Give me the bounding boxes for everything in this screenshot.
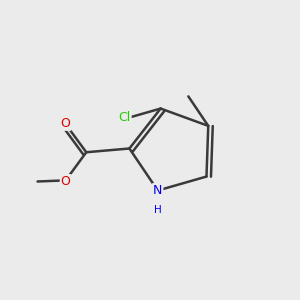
Text: H: H (154, 205, 162, 215)
Text: N: N (153, 184, 162, 197)
Text: Cl: Cl (118, 110, 131, 124)
Text: O: O (61, 117, 70, 130)
Text: O: O (61, 175, 70, 188)
